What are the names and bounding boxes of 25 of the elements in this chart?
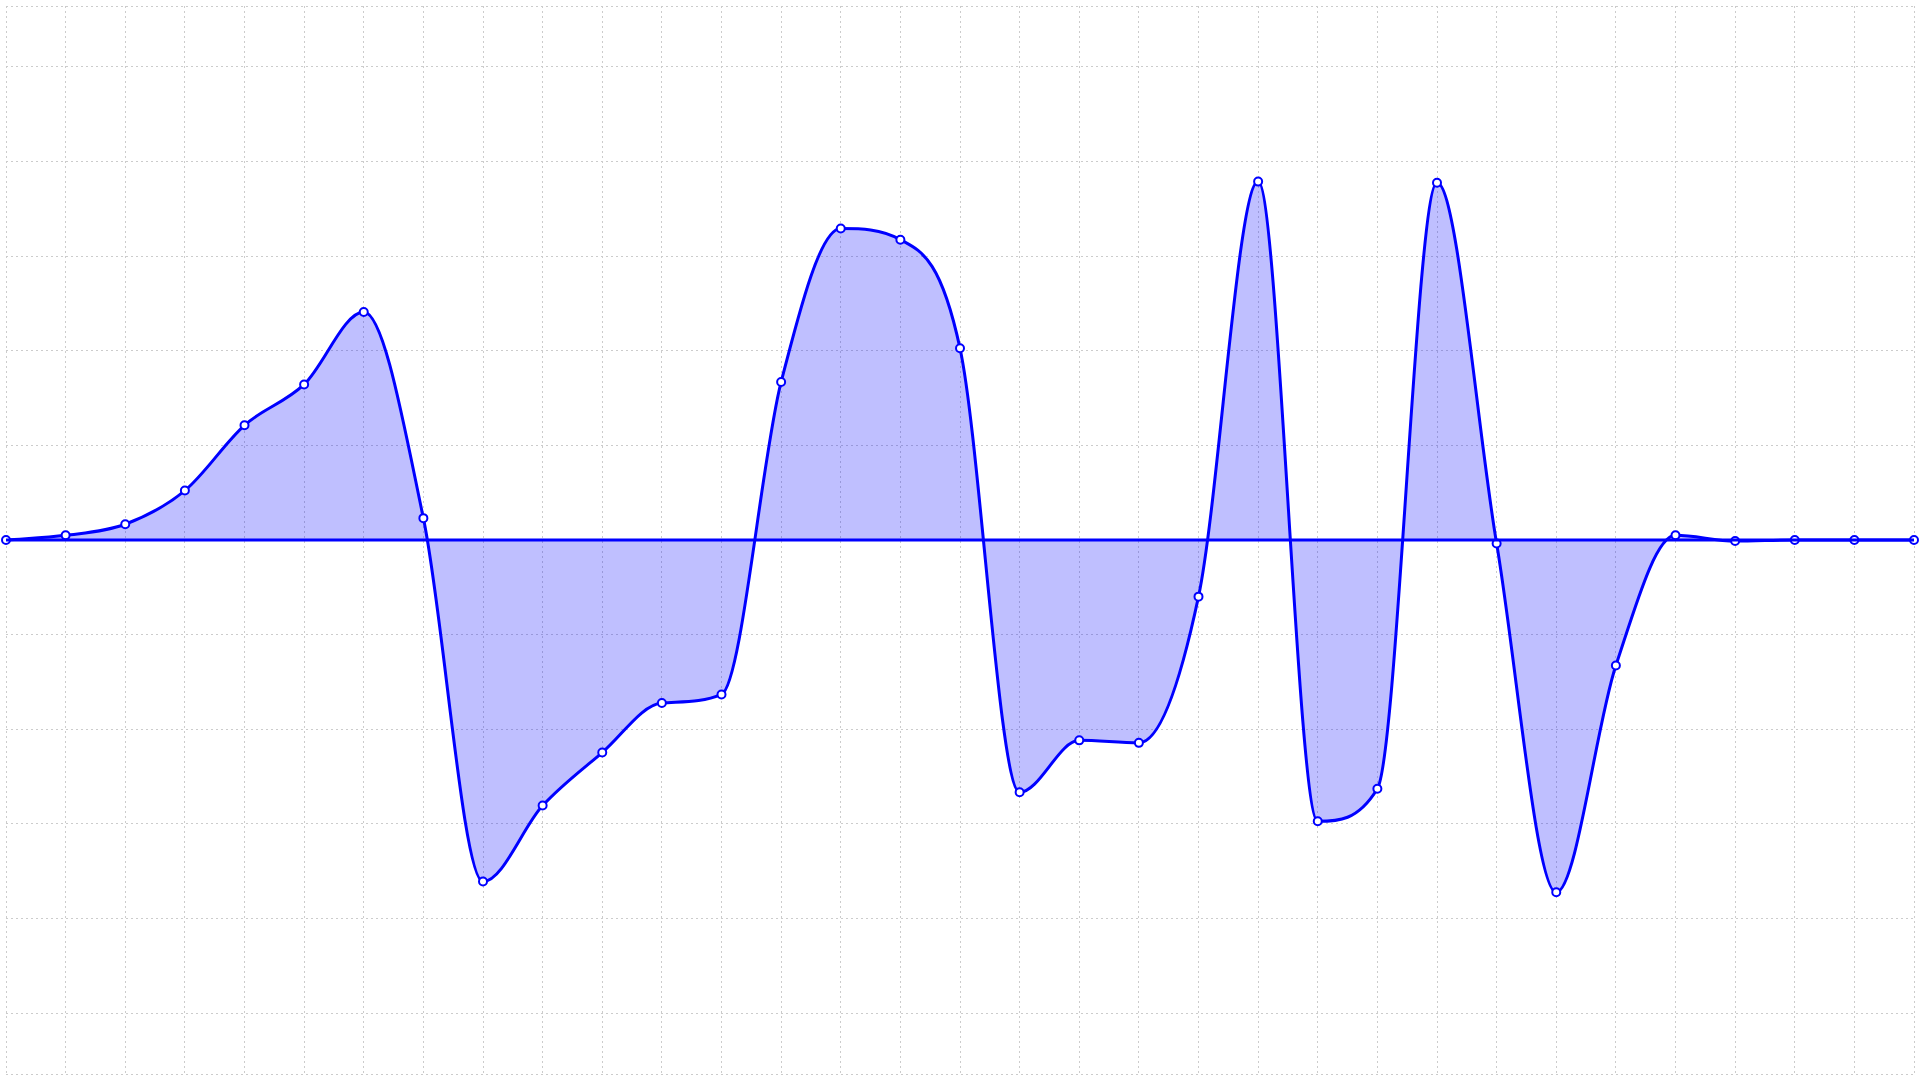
point	[478, 876, 488, 887]
point	[1253, 176, 1264, 187]
point	[1133, 737, 1144, 748]
point	[239, 420, 250, 431]
point	[1432, 177, 1442, 188]
point	[656, 698, 667, 709]
point	[1312, 816, 1323, 827]
point	[716, 689, 727, 700]
point	[895, 234, 906, 245]
point	[955, 343, 965, 354]
point	[418, 513, 429, 524]
point	[179, 485, 190, 496]
point	[1372, 783, 1383, 794]
point	[537, 800, 548, 811]
point	[299, 379, 310, 390]
point	[1074, 735, 1085, 746]
point	[1610, 660, 1621, 671]
point	[1014, 787, 1025, 798]
point	[1551, 887, 1562, 898]
point	[835, 223, 846, 234]
point	[358, 307, 369, 318]
point	[1193, 591, 1204, 602]
point	[597, 747, 608, 758]
point	[776, 376, 787, 387]
point	[120, 519, 131, 530]
